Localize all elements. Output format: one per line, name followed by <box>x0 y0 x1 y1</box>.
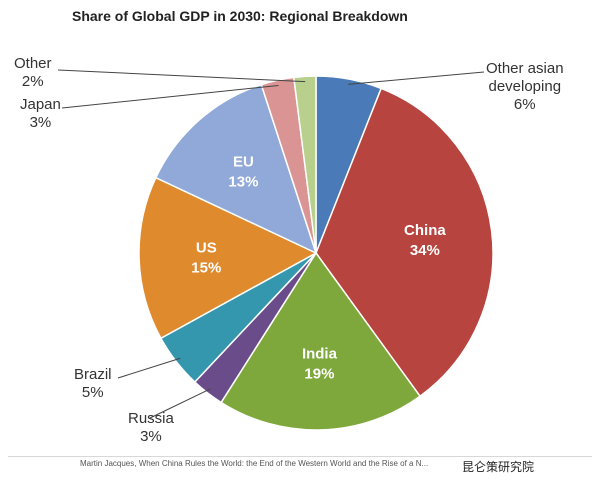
label-japan: Japan 3% <box>20 96 61 132</box>
pie-label-us-value: 15% <box>191 259 221 276</box>
label-brazil-value: 5% <box>81 384 104 401</box>
label-russia: Russia 3% <box>128 410 174 446</box>
footer-rule <box>8 456 592 457</box>
leader-line-other <box>57 69 306 83</box>
pie-slice-china <box>315 87 494 398</box>
pie-label-china-value: 34% <box>410 242 440 259</box>
pie-label-eu-value: 13% <box>228 174 258 191</box>
label-japan-value: 3% <box>29 114 52 131</box>
label-brazil: Brazil 5% <box>74 366 112 402</box>
pie-slice-india <box>220 251 422 431</box>
chart-title: Share of Global GDP in 2030: Regional Br… <box>72 8 408 24</box>
pie-label-us-name: US <box>196 239 217 256</box>
label-other-asian-line2: developing <box>488 78 562 95</box>
pie-chart: China 34% India 19% US 15% EU 13% <box>57 69 494 431</box>
label-brazil-name: Brazil <box>74 366 112 383</box>
label-other-value: 2% <box>21 73 44 90</box>
watermark-text: 昆仑策研究院 <box>460 458 537 475</box>
label-other: Other 2% <box>14 55 52 91</box>
pie-slice-other <box>292 75 317 254</box>
label-russia-name: Russia <box>128 410 174 427</box>
leader-line-japan <box>61 84 279 109</box>
pie-label-india-value: 19% <box>304 366 334 383</box>
pie-slice-us <box>138 176 318 340</box>
label-other-asian-value: 6% <box>513 96 536 113</box>
pie-label-eu-name: EU <box>233 154 254 171</box>
leader-line-brazil <box>117 357 181 379</box>
pie-label-india-name: India <box>302 346 338 363</box>
label-other-name: Other <box>14 55 52 72</box>
label-other-asian: Other asian developing 6% <box>486 60 564 114</box>
label-japan-name: Japan <box>20 96 61 113</box>
leader-line-other-asian-developing <box>348 71 485 85</box>
pie-label-china-name: China <box>404 222 446 239</box>
label-other-asian-line1: Other asian <box>486 60 564 77</box>
source-citation: Martin Jacques, When China Rules the Wor… <box>80 459 429 468</box>
label-russia-value: 3% <box>140 428 162 445</box>
leader-line-russia <box>149 388 211 419</box>
